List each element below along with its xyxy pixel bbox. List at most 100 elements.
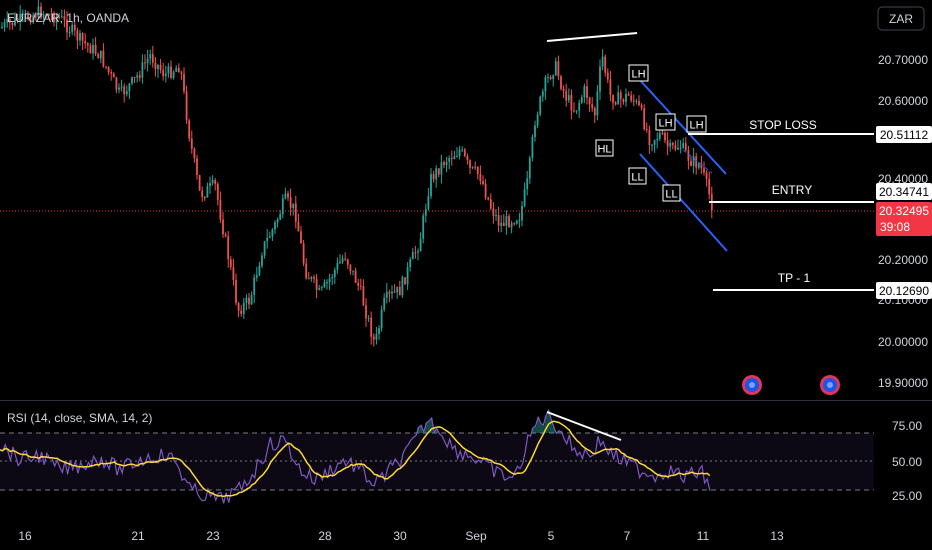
candle-body xyxy=(515,220,518,224)
rsi-title[interactable]: RSI (14, close, SMA, 14, 2) xyxy=(7,411,152,425)
candle-body xyxy=(406,267,409,285)
candle-body xyxy=(664,133,666,141)
candle-body xyxy=(37,6,40,18)
candle-body xyxy=(372,336,375,340)
candle-body xyxy=(198,175,201,191)
economic-event-icon[interactable] xyxy=(820,375,840,395)
candle-body xyxy=(71,24,74,33)
candle-body xyxy=(541,91,544,97)
rsi-divergence-line[interactable] xyxy=(546,411,622,441)
time-tick: 5 xyxy=(548,529,555,543)
candle-body xyxy=(68,32,71,34)
pivot-label-ll-1[interactable]: LL xyxy=(628,167,647,185)
candle-body xyxy=(461,149,464,151)
candle-body xyxy=(619,92,622,100)
candle-body xyxy=(643,108,646,130)
candle-body xyxy=(40,6,42,18)
candle-body xyxy=(276,219,279,223)
candle-body xyxy=(6,19,9,23)
time-tick: 13 xyxy=(770,529,784,543)
candle-body xyxy=(622,99,625,102)
candle-body xyxy=(196,158,198,176)
economic-event-icon[interactable] xyxy=(742,375,762,395)
price-axis[interactable]: 20.7000020.6000020.4000020.2000020.10000… xyxy=(878,53,928,390)
channel-upper-line[interactable] xyxy=(637,77,727,175)
candle-body xyxy=(443,162,445,165)
candle-body xyxy=(190,138,193,149)
rsi-overbought-segment xyxy=(425,422,428,433)
candle-body xyxy=(614,102,617,105)
candle-body xyxy=(3,22,6,28)
pivot-label-ll-2[interactable]: LL xyxy=(662,184,681,202)
candle-body xyxy=(177,67,180,73)
candle-body xyxy=(625,94,627,102)
candle-body xyxy=(136,75,139,78)
candle-body xyxy=(700,163,703,169)
rsi-overbought-segment xyxy=(531,427,535,433)
candle-body xyxy=(302,243,305,264)
currency-button[interactable]: ZAR xyxy=(877,6,925,31)
time-tick: 7 xyxy=(624,529,631,543)
rsi-ma-line xyxy=(0,420,711,498)
pivot-label-lh-1[interactable]: LH xyxy=(628,64,649,82)
candle-body xyxy=(227,236,230,260)
channel-lower-line[interactable] xyxy=(639,153,728,252)
rsi-overbought-segment xyxy=(435,428,439,433)
candle-body xyxy=(679,147,682,149)
candle-body xyxy=(42,14,45,18)
candle-body xyxy=(89,45,92,54)
candle-body xyxy=(445,161,448,165)
candle-body xyxy=(53,14,55,23)
candle-body xyxy=(450,158,453,160)
candle-body xyxy=(333,269,336,278)
candle-body xyxy=(380,309,383,329)
candle-body xyxy=(578,102,581,111)
candle-body xyxy=(687,150,690,161)
candle-body xyxy=(24,13,27,15)
candle-body xyxy=(266,237,269,242)
channel-mid-line[interactable] xyxy=(682,149,713,174)
candle-body xyxy=(432,174,435,180)
candle-body xyxy=(346,259,349,265)
candle-body xyxy=(692,156,695,166)
candle-body xyxy=(294,203,297,222)
symbol-title[interactable]: EUR/ZAR, 1h, OANDA xyxy=(7,11,129,25)
candle-body xyxy=(604,56,607,73)
pivot-label-lh-3[interactable]: LH xyxy=(686,115,707,133)
candle-body xyxy=(601,56,604,67)
candle-body xyxy=(50,13,53,15)
candle-body xyxy=(474,166,477,168)
pivot-label-hl[interactable]: HL xyxy=(595,139,614,157)
pivot-text: LH xyxy=(631,69,645,81)
candle-body xyxy=(63,16,66,20)
candle-body xyxy=(560,76,562,89)
candle-body xyxy=(523,189,526,206)
candle-body xyxy=(583,86,586,98)
candle-body xyxy=(427,196,430,209)
current-price: 20.32495 xyxy=(879,204,929,218)
candle-body xyxy=(638,100,640,106)
candle-body xyxy=(674,145,677,150)
candle-body xyxy=(661,132,664,134)
candle-body xyxy=(557,61,560,77)
candle-body xyxy=(240,310,243,314)
pivot-label-lh-2[interactable]: LH xyxy=(655,113,676,131)
candle-body xyxy=(151,54,154,63)
candle-body xyxy=(669,143,672,147)
trend-line-top[interactable] xyxy=(546,32,638,42)
candle-body xyxy=(175,67,178,72)
candle-body xyxy=(487,197,490,200)
candle-body xyxy=(526,178,529,190)
candle-body xyxy=(544,77,547,92)
candle-body xyxy=(414,252,417,254)
candle-body xyxy=(497,214,500,226)
time-axis[interactable]: 16 21 23 28 30 Sep 5 7 11 13 xyxy=(18,529,784,543)
rsi-overbought-segment xyxy=(544,415,548,433)
candle-body xyxy=(292,203,295,208)
candle-body xyxy=(591,104,594,109)
candle-body xyxy=(409,259,412,268)
candle-body xyxy=(229,259,232,268)
candle-body xyxy=(180,72,183,74)
candle-body xyxy=(209,183,211,187)
